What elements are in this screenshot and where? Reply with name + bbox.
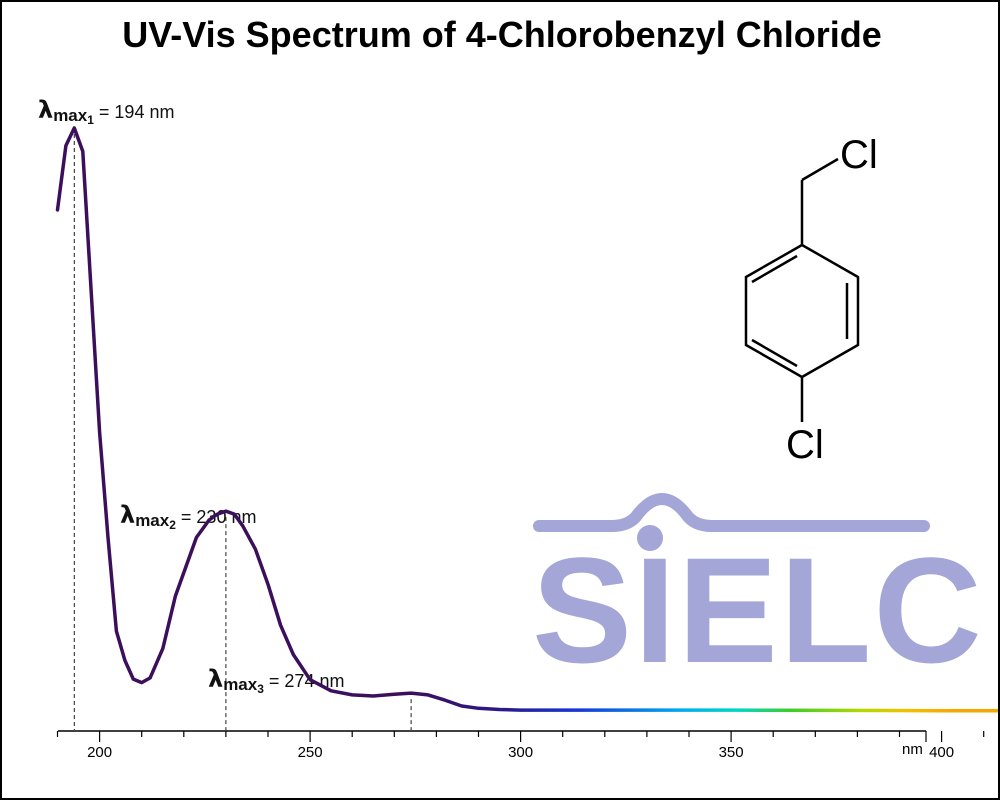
sielc-logo-text: SIELC [532, 526, 984, 694]
molecule-structure [744, 157, 860, 422]
x-axis-ticks [56, 731, 985, 742]
x-tick-label: 300 [508, 744, 533, 761]
x-tick-label: 350 [719, 744, 744, 761]
x-axis-tick-labels: 200250300350400450500550 [87, 744, 954, 761]
x-tick-label: 200 [87, 744, 112, 761]
peak-label-3: λmax3 = 274 nm [208, 665, 344, 696]
sielc-logo: SIELC [532, 492, 984, 694]
atom-label-cl-top: Cl [840, 133, 878, 177]
ring-double-bond [751, 338, 798, 368]
peak-label-1: λmax1 = 194 nm [38, 96, 174, 127]
benzene-ring [744, 243, 860, 379]
x-axis-unit-label: nm [902, 741, 923, 758]
spectrum-line [55, 126, 998, 713]
atom-label-cl-bottom: Cl [786, 423, 824, 467]
bond-ch2-cl [801, 157, 839, 182]
ring-double-bond [751, 254, 798, 284]
x-tick-label: 400 [929, 744, 954, 761]
x-tick-label: 250 [298, 744, 323, 761]
chart-title: UV-Vis Spectrum of 4-Chlorobenzyl Chlori… [122, 14, 882, 55]
